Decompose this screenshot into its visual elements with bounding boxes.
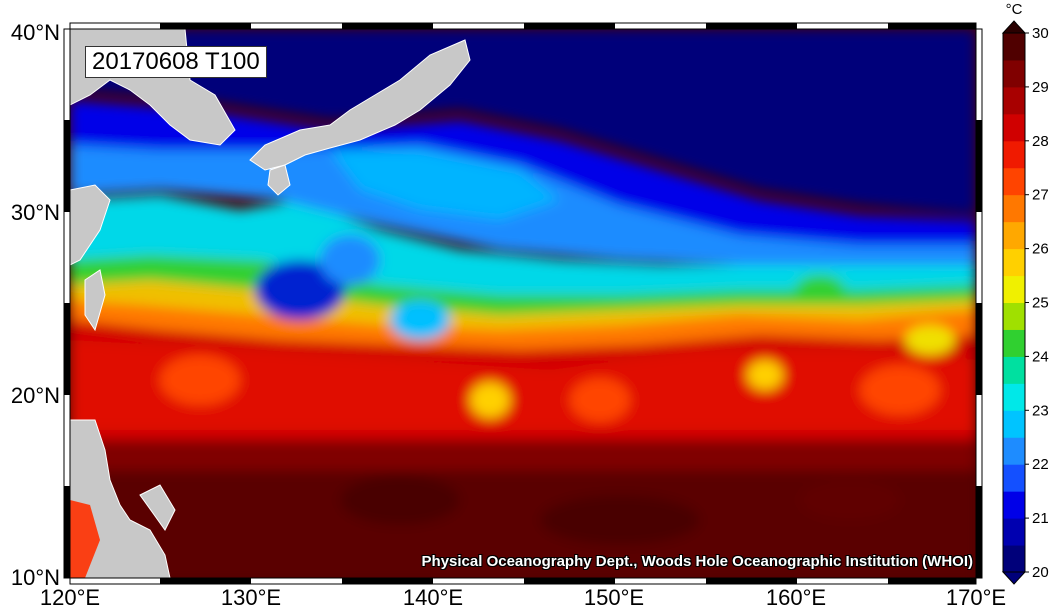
colorbar-tick-label: 27 (1032, 187, 1049, 204)
colorbar-swatch (1003, 248, 1025, 277)
colorbar-tick-label: 24 (1032, 348, 1049, 365)
colorbar-over-arrow (1001, 20, 1027, 34)
colorbar-tick-label: 23 (1032, 402, 1049, 419)
colorbar-tick-label: 22 (1032, 456, 1049, 473)
lon-tick-label: 120°E (40, 585, 100, 610)
colorbar-swatch (1003, 437, 1025, 465)
colorbar-tick-label: 26 (1032, 241, 1049, 258)
colorbar-swatch (1003, 464, 1025, 492)
colorbar-tick-label: 21 (1032, 510, 1049, 527)
lon-tick-label: 150°E (584, 585, 644, 610)
colorbar-ticks: 20 21 22 23 24 25 26 27 28 29 30 (1025, 25, 1049, 581)
lat-tick-label: 20°N (11, 383, 60, 408)
colorbar-swatch (1003, 140, 1025, 169)
colorbar-tick-label: 30 (1032, 25, 1049, 42)
lon-tick-label: 160°E (766, 585, 826, 610)
colorbar-swatch (1003, 33, 1025, 61)
frame-scale-right (975, 28, 983, 579)
lat-axis: 10°N 20°N 30°N 40°N (11, 20, 60, 590)
colorbar-swatch (1003, 518, 1025, 546)
colorbar-swatches (1001, 20, 1027, 585)
sst-field (70, 29, 976, 578)
lat-tick-label: 30°N (11, 200, 60, 225)
colorbar-swatch (1003, 383, 1025, 411)
colorbar-swatch (1003, 491, 1025, 519)
coastal-warm-water (70, 500, 100, 578)
colorbar-swatch (1003, 302, 1025, 330)
colorbar: °C 20 21 22 23 24 25 26 27 28 29 30 (1001, 1, 1049, 585)
lon-tick-label: 170°E (946, 585, 1006, 610)
colorbar-swatch (1003, 356, 1025, 384)
lat-tick-label: 40°N (11, 20, 60, 45)
colorbar-tick-label: 29 (1032, 79, 1049, 96)
colorbar-swatch (1003, 410, 1025, 438)
colorbar-swatch (1003, 59, 1025, 88)
colorbar-swatch (1003, 113, 1025, 142)
credit-text: Physical Oceanography Dept., Woods Hole … (421, 553, 973, 570)
lat-tick-label: 10°N (11, 565, 60, 590)
colorbar-swatch (1003, 194, 1025, 223)
colorbar-unit: °C (1006, 1, 1023, 18)
colorbar-swatch (1003, 545, 1025, 573)
colorbar-tick-label: 28 (1032, 133, 1049, 150)
frame-scale-top (69, 22, 977, 30)
frame-scale-left (63, 28, 71, 579)
colorbar-swatch (1003, 275, 1025, 303)
colorbar-swatch (1003, 329, 1025, 357)
lon-tick-label: 130°E (221, 585, 281, 610)
lon-tick-label: 140°E (403, 585, 463, 610)
colorbar-tick-label: 20 (1032, 564, 1049, 581)
lon-axis: 120°E 130°E 140°E 150°E 160°E 170°E (40, 585, 1006, 610)
frame-scale-bottom (69, 577, 977, 585)
map-panel (70, 29, 976, 578)
colorbar-tick-label: 25 (1032, 295, 1049, 312)
colorbar-swatch (1003, 86, 1025, 115)
colorbar-swatch (1003, 221, 1025, 250)
colorbar-swatch (1003, 167, 1025, 196)
colorbar-under-arrow (1001, 571, 1027, 585)
map-title: 20170608 T100 (85, 46, 267, 78)
